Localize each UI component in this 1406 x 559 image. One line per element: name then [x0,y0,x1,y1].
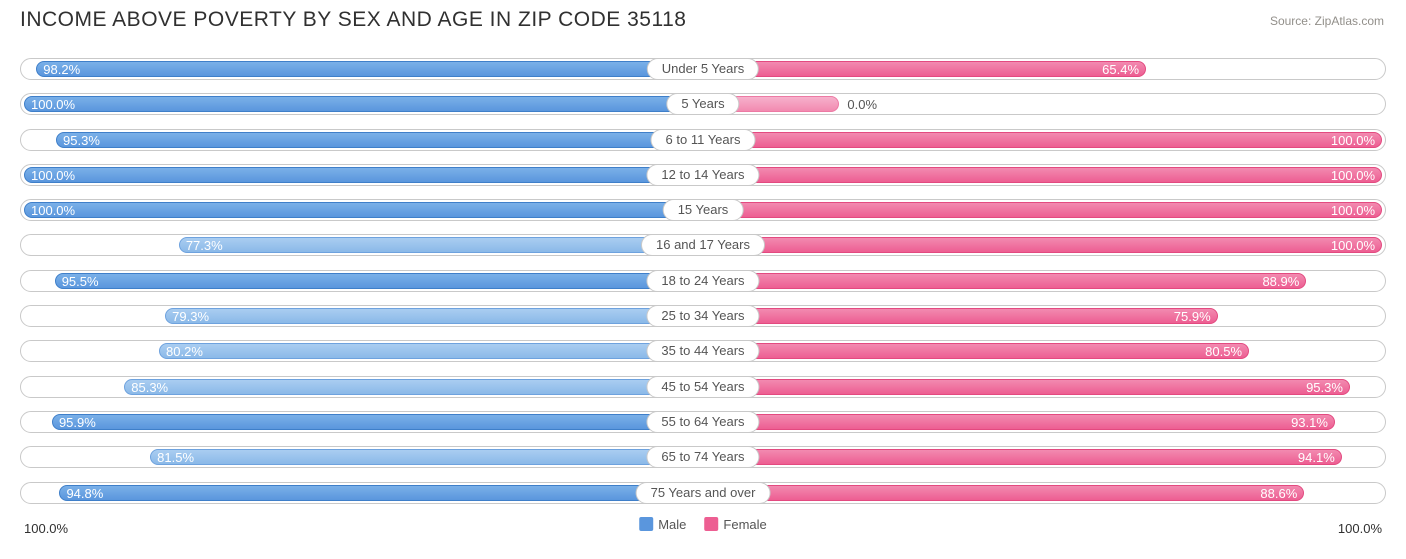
bar-female [703,449,1342,465]
bar-male [150,449,703,465]
value-male: 98.2% [43,59,80,80]
bar-female [703,414,1335,430]
value-male: 100.0% [31,200,75,221]
category-label: 5 Years [666,93,739,115]
category-label: 25 to 34 Years [646,305,759,327]
value-female: 94.1% [1298,447,1335,468]
chart-row: 80.2% 80.5% 35 to 44 Years [20,332,1386,367]
chart-row: 81.5% 94.1% 65 to 74 Years [20,438,1386,473]
bar-male [179,237,703,253]
diverging-bar-chart: 98.2% 65.4% Under 5 Years 100.0% 0.0% 5 Years… [20,50,1386,509]
bar-female [703,167,1382,183]
bar-male [159,343,703,359]
value-male: 95.9% [59,412,96,433]
legend-label-female: Female [723,517,766,532]
value-male: 80.2% [166,341,203,362]
value-female: 80.5% [1205,341,1242,362]
axis-label-left: 100.0% [24,521,68,536]
bar-male [55,273,703,289]
chart-title: INCOME ABOVE POVERTY BY SEX AND AGE IN Z… [20,8,686,32]
value-female: 65.4% [1102,59,1139,80]
value-male: 81.5% [157,447,194,468]
value-female: 0.0% [847,94,877,115]
bar-male [124,379,703,395]
value-female: 95.3% [1306,377,1343,398]
bar-male [24,96,703,112]
bar-female [703,379,1350,395]
bar-male [165,308,703,324]
bar-female [703,132,1382,148]
chart-row: 77.3% 100.0% 16 and 17 Years [20,226,1386,261]
bar-female [703,308,1218,324]
value-female: 75.9% [1174,306,1211,327]
value-male: 85.3% [131,377,168,398]
value-female: 100.0% [1331,165,1375,186]
value-male: 95.3% [63,130,100,151]
axis-legend-area: 100.0% Male Female 100.0% [20,515,1386,545]
category-label: 55 to 64 Years [646,411,759,433]
legend: Male Female [639,517,767,532]
value-male: 100.0% [31,94,75,115]
value-female: 93.1% [1291,412,1328,433]
value-male: 100.0% [31,165,75,186]
chart-row: 95.3% 100.0% 6 to 11 Years [20,121,1386,156]
bar-female [703,343,1249,359]
chart-row: 100.0% 100.0% 15 Years [20,191,1386,226]
legend-label-male: Male [658,517,686,532]
legend-female: Female [704,517,766,532]
source-attribution: Source: ZipAtlas.com [1270,14,1384,28]
value-male: 94.8% [66,483,103,504]
bar-female [703,237,1382,253]
value-male: 79.3% [172,306,209,327]
category-label: Under 5 Years [647,58,759,80]
legend-swatch-male [639,517,653,531]
bar-female [703,485,1304,501]
category-label: 12 to 14 Years [646,164,759,186]
chart-row: 79.3% 75.9% 25 to 34 Years [20,297,1386,332]
category-label: 15 Years [663,199,744,221]
bar-female [703,61,1146,77]
bar-female [703,273,1306,289]
category-label: 45 to 54 Years [646,376,759,398]
bar-male [56,132,703,148]
chart-row: 100.0% 0.0% 5 Years [20,85,1386,120]
bar-male [52,414,703,430]
chart-row: 85.3% 95.3% 45 to 54 Years [20,368,1386,403]
value-male: 77.3% [186,235,223,256]
chart-row: 98.2% 65.4% Under 5 Years [20,50,1386,85]
value-female: 88.6% [1260,483,1297,504]
chart-row: 95.5% 88.9% 18 to 24 Years [20,262,1386,297]
value-female: 100.0% [1331,235,1375,256]
category-label: 6 to 11 Years [651,129,756,151]
value-female: 100.0% [1331,130,1375,151]
value-male: 95.5% [62,271,99,292]
category-label: 35 to 44 Years [646,340,759,362]
chart-row: 95.9% 93.1% 55 to 64 Years [20,403,1386,438]
category-label: 75 Years and over [636,482,771,504]
value-female: 100.0% [1331,200,1375,221]
chart-row: 100.0% 100.0% 12 to 14 Years [20,156,1386,191]
bar-male [59,485,703,501]
category-label: 16 and 17 Years [641,234,765,256]
category-label: 65 to 74 Years [646,446,759,468]
bar-male [24,202,703,218]
category-label: 18 to 24 Years [646,270,759,292]
axis-label-right: 100.0% [1338,521,1382,536]
bar-female [703,202,1382,218]
legend-male: Male [639,517,686,532]
chart-row: 94.8% 88.6% 75 Years and over [20,474,1386,509]
value-female: 88.9% [1262,271,1299,292]
legend-swatch-female [704,517,718,531]
bar-male [36,61,703,77]
bar-male [24,167,703,183]
